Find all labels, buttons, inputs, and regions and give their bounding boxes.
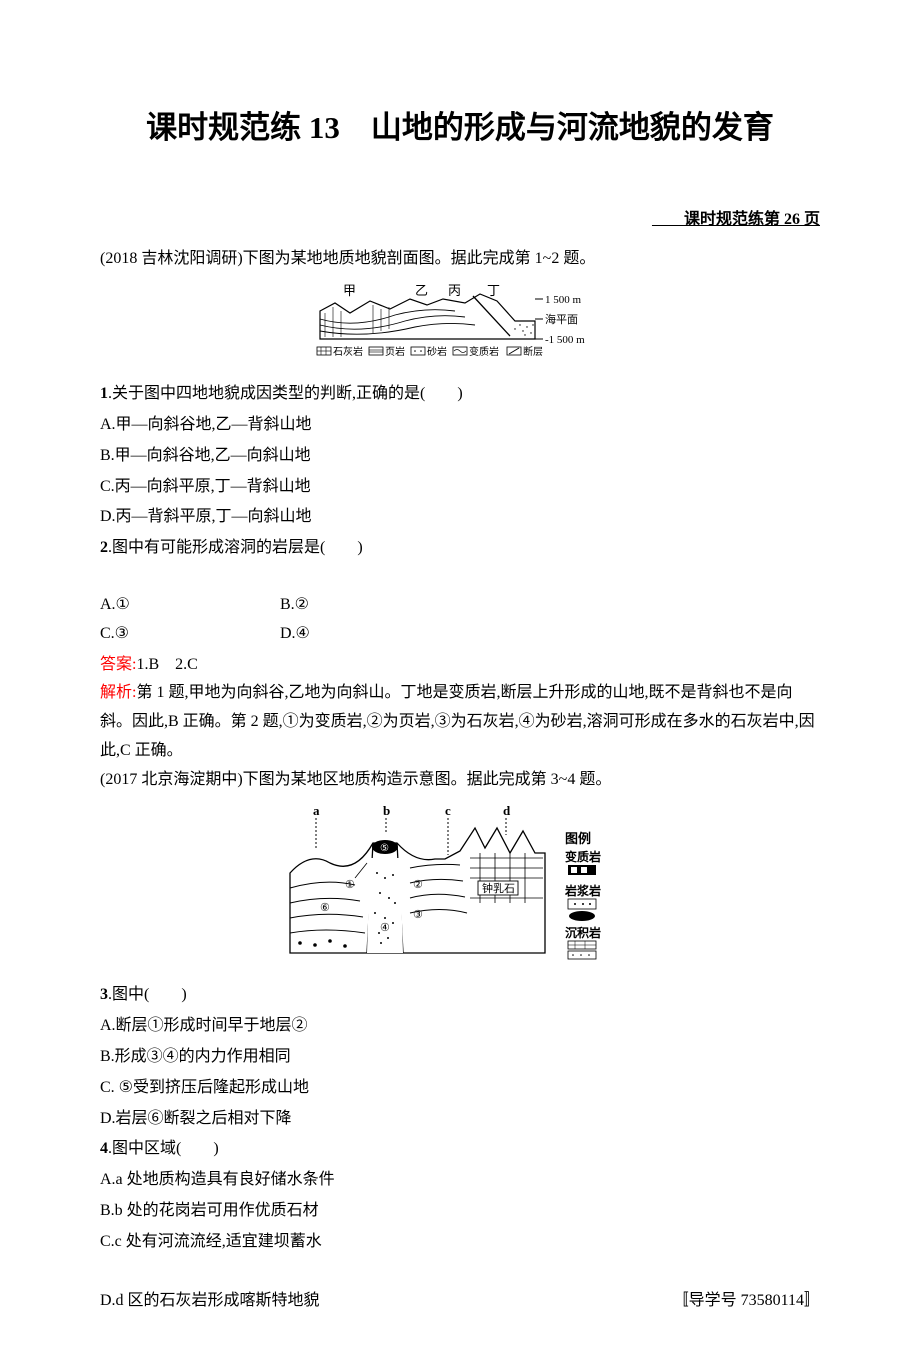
figure-2-svg: a b c d ⑤ ② ③ ④ ① ⑥ bbox=[285, 803, 635, 963]
figure-2-container: a b c d ⑤ ② ③ ④ ① ⑥ bbox=[100, 803, 820, 974]
q1-num: 1 bbox=[100, 385, 108, 402]
question-4: 4.图中区域( ) bbox=[100, 1135, 820, 1164]
block2-intro: (2017 北京海淀期中)下图为某地区地质构造示意图。据此完成第 3~4 题。 bbox=[100, 766, 820, 795]
fig2-label-b: b bbox=[383, 803, 390, 818]
q3-options: A.断层①形成时间早于地层② B.形成③④的内力作用相同 C. ⑤受到挤压后隆起… bbox=[100, 1012, 820, 1133]
q3-opt-c: C. ⑤受到挤压后隆起形成山地 bbox=[100, 1074, 820, 1103]
q3-opt-a: A.断层①形成时间早于地层② bbox=[100, 1012, 820, 1041]
fig1-sealevel: 海平面 bbox=[545, 312, 578, 326]
fig2-legend-sed: 沉积岩 bbox=[565, 925, 601, 940]
question-2: 2.图中有可能形成溶洞的岩层是( ) bbox=[100, 534, 820, 563]
q4-num: 4 bbox=[100, 1140, 108, 1157]
analysis-text: 第 1 题,甲地为向斜谷,乙地为向斜山。丁地是变质岩,断层上升形成的山地,既不是… bbox=[100, 684, 815, 759]
fig1-legend-metamorphic: 变质岩 bbox=[469, 345, 499, 358]
q4-opt-b: B.b 处的花岗岩可用作优质石材 bbox=[100, 1197, 820, 1226]
page-reference: 课时规范练第 26 页 bbox=[100, 206, 820, 235]
q3-stem: .图中( ) bbox=[108, 986, 187, 1003]
fig2-circle-4: ④ bbox=[380, 922, 390, 934]
q2-opt-d: D.④ bbox=[280, 620, 460, 649]
fig1-label-jia: 甲 bbox=[343, 283, 356, 298]
fig2-circle-1: ① bbox=[345, 879, 355, 891]
q1-opt-a: A.甲—向斜谷地,乙—背斜山地 bbox=[100, 411, 820, 440]
q3-opt-b: B.形成③④的内力作用相同 bbox=[100, 1043, 820, 1072]
q4-opt-c: C.c 处有河流流经,适宜建坝蓄水 bbox=[100, 1228, 820, 1257]
fig2-legend-magma: 岩浆岩 bbox=[564, 883, 601, 898]
fig1-legend-fault: 断层 bbox=[523, 345, 543, 358]
answer-text: 1.B 2.C bbox=[136, 656, 197, 673]
q2-opt-a: A.① bbox=[100, 591, 280, 620]
guide-number: 〚导学号 73580114〛 bbox=[673, 1287, 820, 1316]
figure-1-container: 甲 乙 丙 丁 1 500 m 海平面 -1 500 m 石灰岩 bbox=[100, 281, 820, 372]
question-1: 1.关于图中四地地貌成因类型的判断,正确的是( ) bbox=[100, 380, 820, 409]
q1-options: A.甲—向斜谷地,乙—背斜山地 B.甲—向斜谷地,乙—向斜山地 C.丙—向斜平原… bbox=[100, 411, 820, 532]
block1-intro: (2018 吉林沈阳调研)下图为某地地质地貌剖面图。据此完成第 1~2 题。 bbox=[100, 245, 820, 274]
q4-opt-a: A.a 处地质构造具有良好储水条件 bbox=[100, 1166, 820, 1195]
figure-1-svg: 甲 乙 丙 丁 1 500 m 海平面 -1 500 m 石灰岩 bbox=[315, 281, 605, 361]
fig2-circle-5: ⑤ bbox=[380, 843, 389, 854]
fig1-legend-shale: 页岩 bbox=[385, 345, 405, 358]
fig2-circle-2: ② bbox=[413, 879, 423, 891]
page-ref-text: 课时规范练第 26 页 bbox=[684, 211, 820, 228]
q2-opt-c: C.③ bbox=[100, 620, 280, 649]
q4-options: A.a 处地质构造具有良好储水条件 B.b 处的花岗岩可用作优质石材 C.c 处… bbox=[100, 1166, 820, 1256]
q1-opt-b: B.甲—向斜谷地,乙—向斜山地 bbox=[100, 442, 820, 471]
fig2-legend-title: 图例 bbox=[565, 831, 591, 846]
bottom-row: D.d 区的石灰岩形成喀斯特地貌 〚导学号 73580114〛 bbox=[100, 1287, 820, 1316]
answer-label: 答案: bbox=[100, 656, 136, 673]
fig2-label-c: c bbox=[445, 803, 451, 818]
q1-opt-d: D.丙—背斜平原,丁—向斜山地 bbox=[100, 503, 820, 532]
fig2-label-d: d bbox=[503, 803, 511, 818]
q2-stem: .图中有可能形成溶洞的岩层是( ) bbox=[108, 539, 363, 556]
fig1-label-yi: 乙 bbox=[415, 283, 428, 298]
q2-options: A.① B.② C.③ D.④ bbox=[100, 591, 820, 649]
fig2-circle-3: ③ bbox=[413, 909, 423, 921]
fig1-legend-sandstone: 砂岩 bbox=[427, 345, 447, 358]
spacer-2 bbox=[100, 1259, 820, 1283]
question-3: 3.图中( ) bbox=[100, 981, 820, 1010]
q4-opt-d: D.d 区的石灰岩形成喀斯特地貌 bbox=[100, 1287, 320, 1316]
fig2-circle-6: ⑥ bbox=[320, 902, 330, 914]
answer-1-2: 答案:1.B 2.C bbox=[100, 651, 820, 680]
fig1-label-ding: 丁 bbox=[487, 283, 500, 298]
q3-num: 3 bbox=[100, 986, 108, 1003]
q2-num: 2 bbox=[100, 539, 108, 556]
q1-opt-c: C.丙—向斜平原,丁—背斜山地 bbox=[100, 473, 820, 502]
q2-opt-b: B.② bbox=[280, 591, 460, 620]
fig2-label-a: a bbox=[313, 803, 320, 818]
fig2-legend-meta: 变质岩 bbox=[565, 849, 601, 864]
fig1-legend-limestone: 石灰岩 bbox=[333, 345, 363, 358]
fig2-stalactite: 钟乳石 bbox=[482, 881, 515, 895]
page-title: 课时规范练 13 山地的形成与河流地貌的发育 bbox=[100, 100, 820, 156]
q4-stem: .图中区域( ) bbox=[108, 1140, 219, 1157]
analysis-label: 解析: bbox=[100, 684, 136, 701]
fig1-elev-top: 1 500 m bbox=[545, 294, 582, 306]
q1-stem: .关于图中四地地貌成因类型的判断,正确的是( ) bbox=[108, 385, 463, 402]
fig1-label-bing: 丙 bbox=[448, 283, 461, 298]
q3-opt-d: D.岩层⑥断裂之后相对下降 bbox=[100, 1105, 820, 1134]
analysis-1-2: 解析:第 1 题,甲地为向斜谷,乙地为向斜山。丁地是变质岩,断层上升形成的山地,… bbox=[100, 679, 820, 765]
spacer bbox=[100, 565, 820, 589]
fig1-elev-bot: -1 500 m bbox=[545, 334, 585, 346]
